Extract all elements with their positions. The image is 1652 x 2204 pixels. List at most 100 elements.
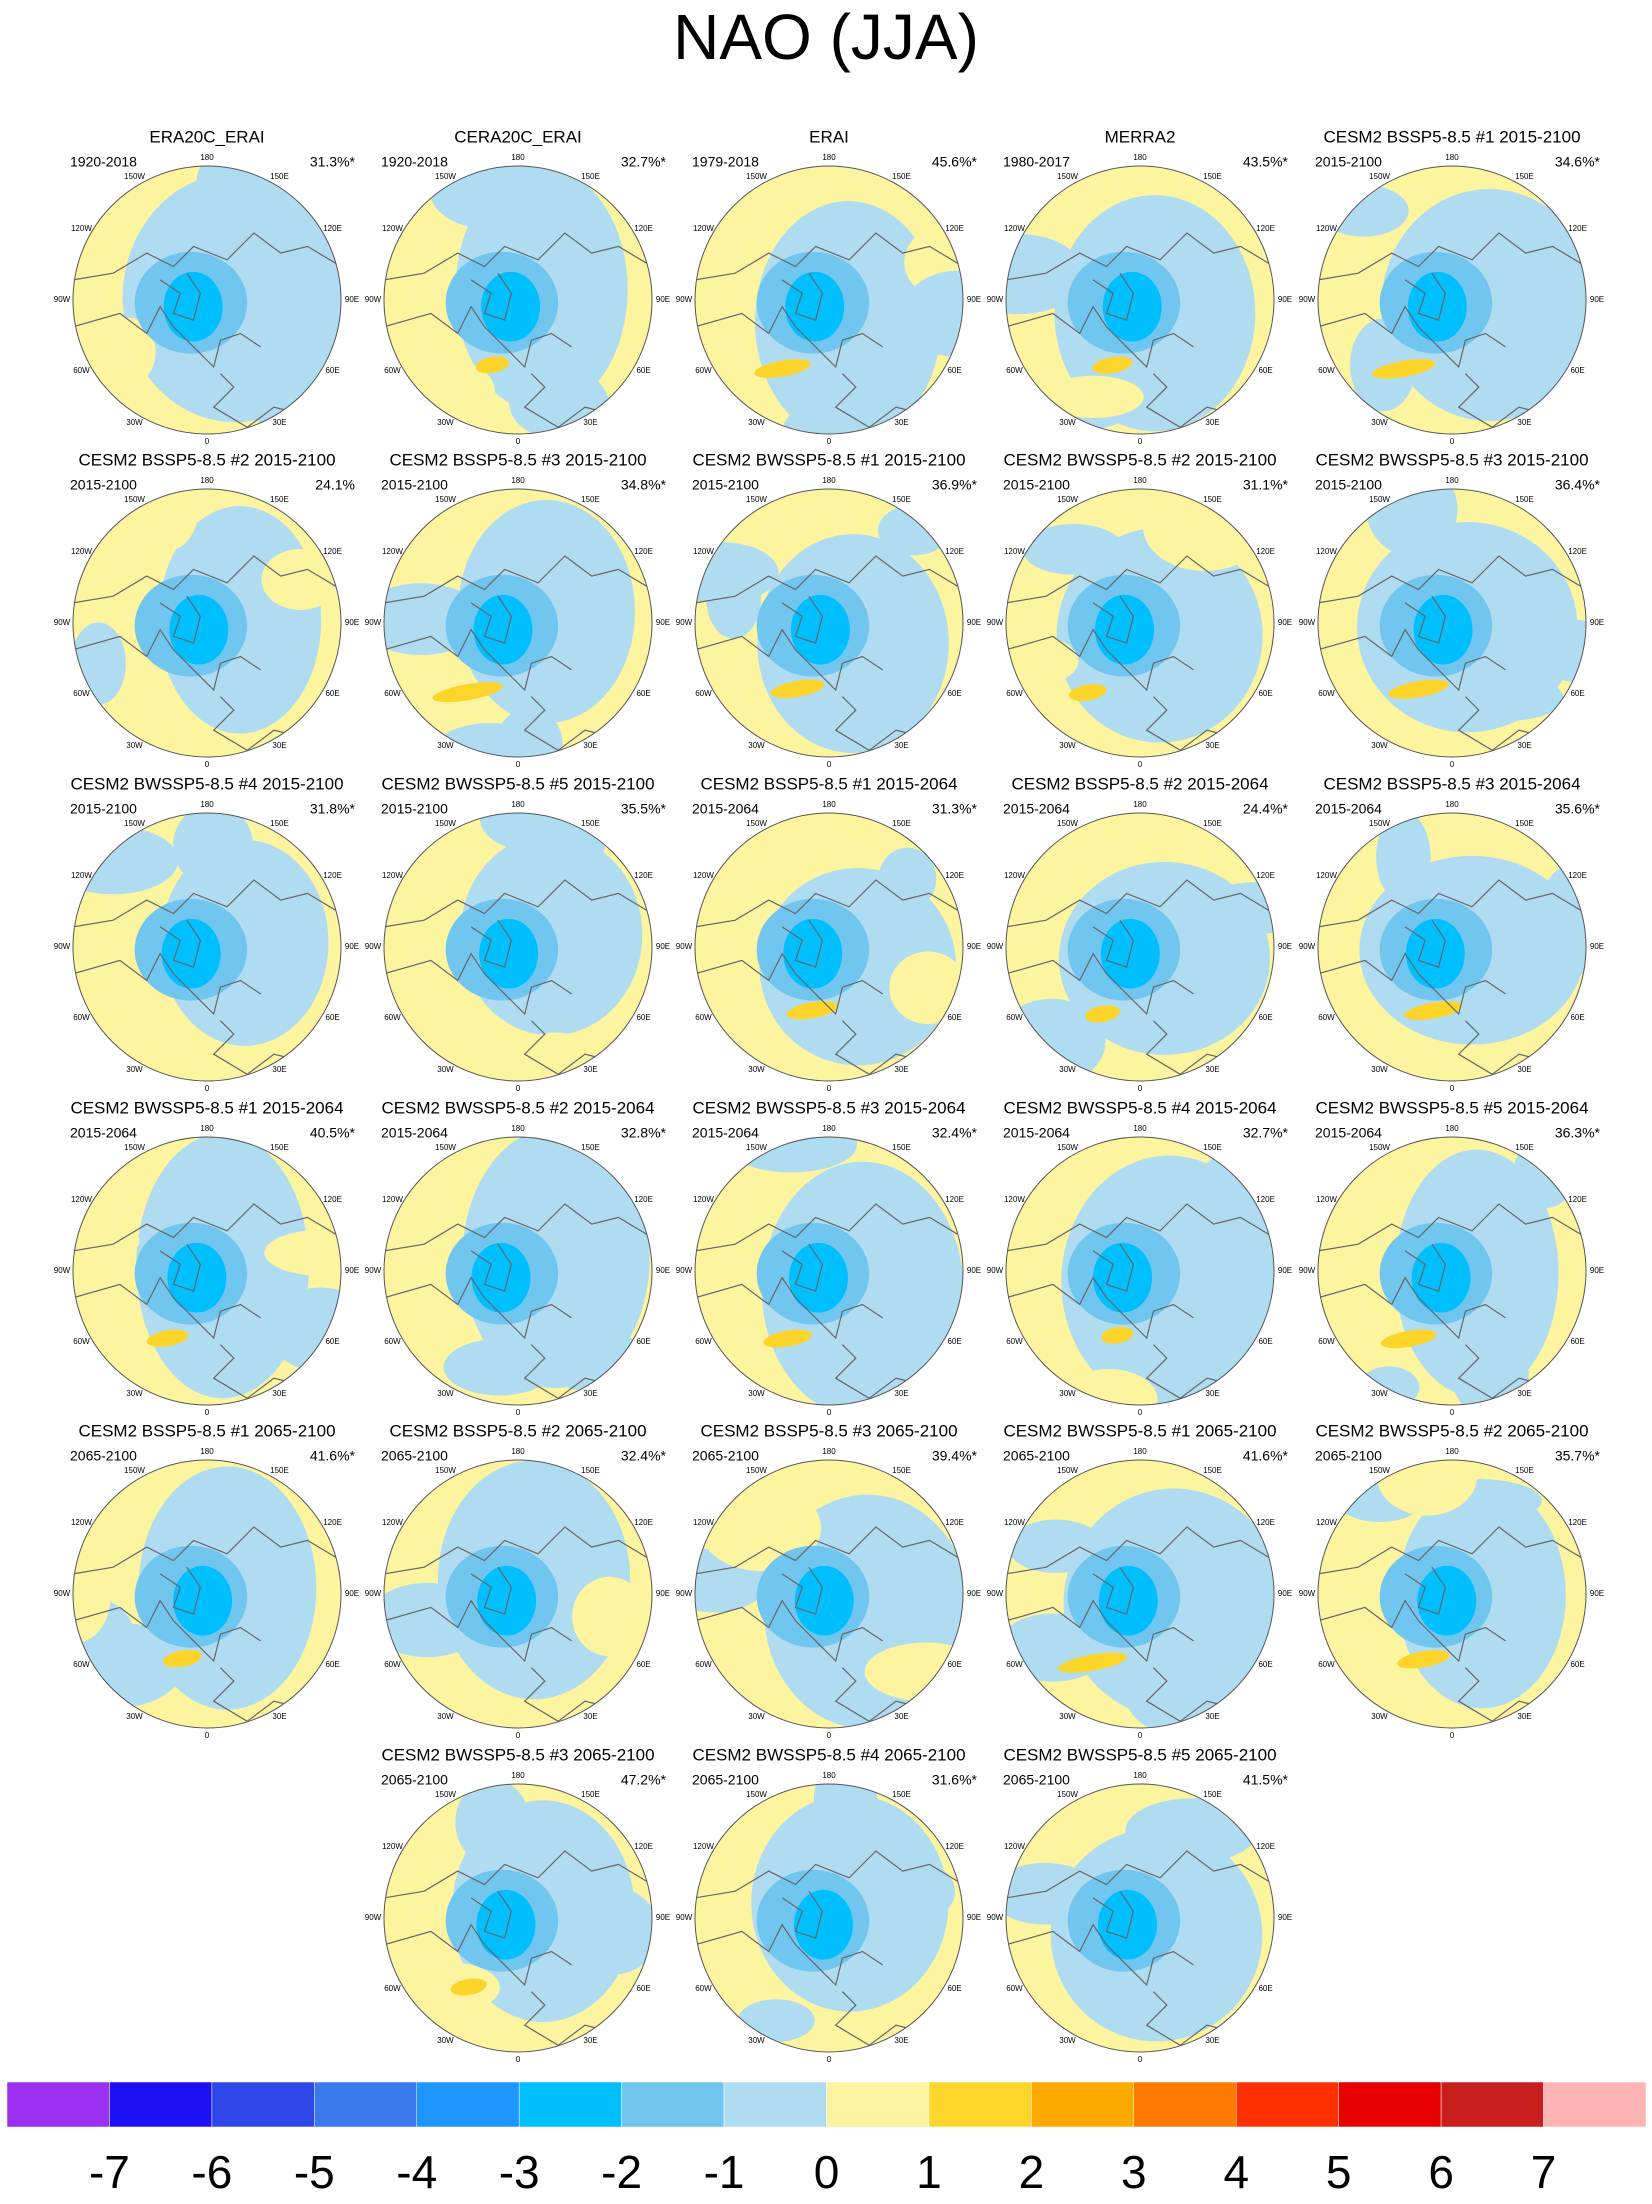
longitude-label: 0 (1450, 760, 1455, 769)
map-panel: CESM2 BSSP5-8.5 #2 2065-2100 2065-2100 32.… (365, 1421, 670, 1740)
map-panel: CESM2 BWSSP5-8.5 #4 2065-2100 2065-2100 31… (676, 1745, 981, 2064)
coastline (1092, 272, 1134, 321)
longitude-label: 60E (1258, 1013, 1272, 1022)
map-fill (1318, 1137, 1586, 1405)
longitude-label: 90W (676, 1913, 693, 1922)
longitude-label: 90W (1299, 942, 1316, 951)
contour-region (267, 1287, 341, 1372)
longitude-label: 90W (54, 942, 71, 951)
coastline (384, 1203, 652, 1252)
longitude-label: 120W (382, 1842, 403, 1851)
longitude-label: 0 (1138, 1731, 1143, 1740)
contour-region (1098, 1889, 1157, 1960)
contour-region (1533, 619, 1586, 682)
longitude-label: 120E (1568, 547, 1587, 556)
longitude-label: 90E (345, 1266, 359, 1275)
colorbar-box (1236, 2081, 1339, 2128)
panel-period: 2015-2100 (1003, 477, 1070, 493)
contour-region (264, 1229, 341, 1277)
longitude-label: 60E (1258, 1337, 1272, 1346)
longitude-label: 90E (1278, 1913, 1292, 1922)
longitude-label: 150E (581, 495, 600, 504)
longitude-label: 150W (124, 172, 145, 181)
contour-region (1366, 489, 1458, 557)
panel-percent: 43.5%* (1243, 154, 1289, 170)
longitude-label: 120E (1256, 1518, 1275, 1527)
longitude-label: 30W (437, 1065, 454, 1074)
panel-percent: 41.6%* (1243, 1448, 1289, 1464)
longitude-label: 90W (1299, 295, 1316, 304)
coastline (1318, 1599, 1506, 1663)
longitude-label: 90W (1299, 618, 1316, 627)
longitude-label: 150E (1203, 819, 1222, 828)
contour-region (782, 402, 871, 434)
longitude-label: 90W (987, 1913, 1004, 1922)
contour-region (73, 826, 179, 895)
map-border (1005, 1459, 1275, 1729)
longitude-label: 60W (384, 689, 401, 698)
map-border (72, 488, 342, 758)
longitude-label: 30W (1059, 1065, 1076, 1074)
longitude-label: 150W (1369, 495, 1390, 504)
contour-region (1058, 1652, 1128, 1673)
longitude-label: 60E (1570, 1660, 1584, 1669)
longitude-label: 120E (945, 224, 964, 233)
coastline (695, 1923, 883, 1987)
longitude-label: 180 (1133, 1447, 1147, 1456)
longitude-label: 180 (511, 1124, 525, 1133)
longitude-label: 120E (1256, 1842, 1275, 1851)
longitude-label: 150E (1515, 1466, 1534, 1475)
panel-percent: 47.2%* (621, 1772, 667, 1788)
coastline (159, 919, 201, 968)
longitude-label: 90E (967, 1266, 981, 1275)
map-fill (695, 1460, 963, 1728)
coastline (470, 1890, 512, 1939)
contour-region (1417, 1565, 1477, 1636)
longitude-label: 30E (272, 1065, 286, 1074)
longitude-label: 0 (1138, 1408, 1143, 1417)
longitude-label: 150W (746, 1466, 767, 1475)
contour-region (700, 1485, 822, 1571)
longitude-label: 120W (693, 1842, 714, 1851)
map-panel: CESM2 BWSSP5-8.5 #1 2065-2100 2065-2100 41… (987, 1421, 1292, 1740)
longitude-label: 120E (634, 1518, 653, 1527)
contour-region (1095, 594, 1155, 665)
longitude-label: 90E (1590, 295, 1604, 304)
contour-region (1006, 632, 1079, 689)
longitude-label: 150E (1203, 1790, 1222, 1799)
longitude-label: 90E (345, 295, 359, 304)
longitude-label: 150E (1515, 819, 1534, 828)
panel-title: CESM2 BSSP5-8.5 #2 2015-2064 (1011, 774, 1268, 793)
panel-percent: 32.7%* (621, 154, 667, 170)
longitude-label: 60E (325, 1660, 339, 1669)
longitude-label: 30W (437, 741, 454, 750)
longitude-label: 60E (325, 1337, 339, 1346)
panel-title: CESM2 BWSSP5-8.5 #5 2015-2064 (1315, 1098, 1588, 1117)
longitude-label: 150W (435, 495, 456, 504)
longitude-label: 150W (435, 1143, 456, 1152)
contour-region (1007, 1519, 1105, 1573)
colorbar-box (1133, 2081, 1237, 2128)
colorbar-box (416, 2081, 520, 2128)
longitude-label: 150E (1203, 1466, 1222, 1475)
map-fill (695, 813, 963, 1081)
longitude-label: 30E (1517, 1712, 1531, 1721)
panel-period: 2015-2064 (1003, 801, 1070, 817)
map-border (1005, 812, 1275, 1082)
contour-region (525, 1468, 580, 1518)
panel-percent: 31.1%* (1243, 477, 1289, 493)
longitude-label: 150E (1515, 172, 1534, 181)
longitude-label: 30E (583, 1712, 597, 1721)
longitude-label: 90W (365, 1266, 382, 1275)
contour-region (507, 1032, 604, 1081)
longitude-label: 0 (827, 1731, 832, 1740)
longitude-label: 120E (634, 1195, 653, 1204)
coastline (73, 1276, 261, 1340)
longitude-label: 120E (323, 1195, 342, 1204)
panel-percent: 32.7%* (1243, 1125, 1289, 1141)
map-fill (73, 813, 341, 1081)
panel-period: 2015-2064 (70, 1125, 137, 1141)
coastline (1318, 1276, 1506, 1340)
contour-region (138, 489, 200, 551)
longitude-label: 120W (1316, 1195, 1337, 1204)
